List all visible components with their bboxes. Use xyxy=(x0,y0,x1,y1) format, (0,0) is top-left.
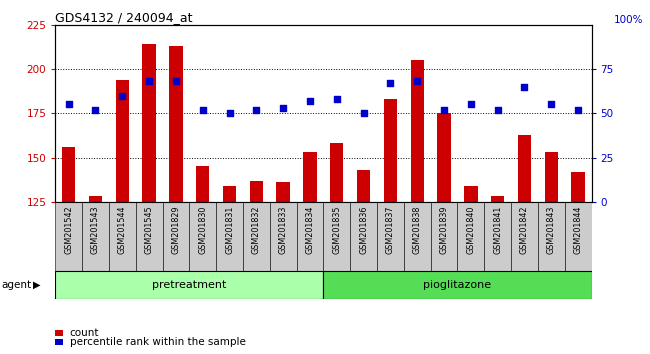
Bar xyxy=(484,202,511,271)
Point xyxy=(385,80,396,86)
Text: GSM201831: GSM201831 xyxy=(225,205,234,253)
Text: GSM201837: GSM201837 xyxy=(386,205,395,254)
Bar xyxy=(304,152,317,202)
Text: GSM201830: GSM201830 xyxy=(198,205,207,253)
Point xyxy=(465,102,476,107)
Bar xyxy=(324,202,350,271)
Text: GSM201842: GSM201842 xyxy=(520,205,529,254)
Bar xyxy=(330,143,343,202)
Bar xyxy=(491,196,504,202)
Bar xyxy=(243,202,270,271)
Bar xyxy=(276,182,290,202)
Bar xyxy=(538,202,565,271)
Point xyxy=(305,98,315,104)
Text: GSM201836: GSM201836 xyxy=(359,205,368,253)
Bar xyxy=(430,202,458,271)
Point xyxy=(117,93,127,98)
Text: GSM201545: GSM201545 xyxy=(144,205,153,254)
Text: GSM201838: GSM201838 xyxy=(413,205,422,253)
Point xyxy=(144,79,154,84)
Text: GSM201542: GSM201542 xyxy=(64,205,73,254)
Bar xyxy=(223,186,236,202)
Point xyxy=(171,79,181,84)
Bar xyxy=(169,46,183,202)
Point xyxy=(519,84,530,90)
Point xyxy=(251,107,261,113)
Bar xyxy=(357,170,370,202)
Text: GSM201833: GSM201833 xyxy=(279,205,288,253)
Bar xyxy=(324,271,592,299)
Text: percentile rank within the sample: percentile rank within the sample xyxy=(70,337,246,347)
Bar xyxy=(437,113,450,202)
Bar xyxy=(571,172,585,202)
Bar xyxy=(136,202,162,271)
Text: pretreatment: pretreatment xyxy=(152,280,226,290)
Bar xyxy=(109,202,136,271)
Point xyxy=(64,102,74,107)
Bar xyxy=(411,60,424,202)
Point xyxy=(332,96,342,102)
Text: GSM201840: GSM201840 xyxy=(466,205,475,253)
Bar xyxy=(545,152,558,202)
Text: GSM201829: GSM201829 xyxy=(172,205,181,254)
Text: GSM201834: GSM201834 xyxy=(306,205,315,253)
Bar xyxy=(142,44,156,202)
Point xyxy=(439,107,449,113)
Text: ▶: ▶ xyxy=(33,280,41,290)
Point xyxy=(412,79,423,84)
Bar xyxy=(89,196,102,202)
Bar xyxy=(464,186,478,202)
Text: GSM201841: GSM201841 xyxy=(493,205,502,253)
Bar xyxy=(196,166,209,202)
Bar xyxy=(250,181,263,202)
Text: pioglitazone: pioglitazone xyxy=(423,280,491,290)
Bar xyxy=(350,202,377,271)
Bar xyxy=(189,202,216,271)
Bar xyxy=(296,202,324,271)
Point xyxy=(546,102,556,107)
Text: agent: agent xyxy=(1,280,31,290)
Point xyxy=(198,107,208,113)
Bar xyxy=(511,202,538,271)
Bar xyxy=(404,202,430,271)
Bar xyxy=(116,80,129,202)
Bar xyxy=(458,202,484,271)
Bar xyxy=(565,202,592,271)
Bar xyxy=(162,202,189,271)
Text: GSM201835: GSM201835 xyxy=(332,205,341,254)
Bar xyxy=(384,99,397,202)
Point xyxy=(358,110,369,116)
Text: GSM201832: GSM201832 xyxy=(252,205,261,254)
Text: GSM201843: GSM201843 xyxy=(547,205,556,253)
Bar xyxy=(216,202,243,271)
Text: GSM201543: GSM201543 xyxy=(91,205,100,254)
Bar xyxy=(62,147,75,202)
Text: GSM201544: GSM201544 xyxy=(118,205,127,254)
Text: GSM201844: GSM201844 xyxy=(573,205,582,253)
Point xyxy=(90,107,101,113)
Bar xyxy=(82,202,109,271)
Point xyxy=(573,107,583,113)
Bar xyxy=(518,135,531,202)
Text: GSM201839: GSM201839 xyxy=(439,205,448,254)
Bar xyxy=(55,271,324,299)
Text: GDS4132 / 240094_at: GDS4132 / 240094_at xyxy=(55,11,193,24)
Text: count: count xyxy=(70,328,99,338)
Point xyxy=(278,105,289,111)
Point xyxy=(493,107,503,113)
Y-axis label: 100%: 100% xyxy=(614,15,644,25)
Bar xyxy=(270,202,296,271)
Bar xyxy=(377,202,404,271)
Bar xyxy=(55,202,82,271)
Point xyxy=(224,110,235,116)
